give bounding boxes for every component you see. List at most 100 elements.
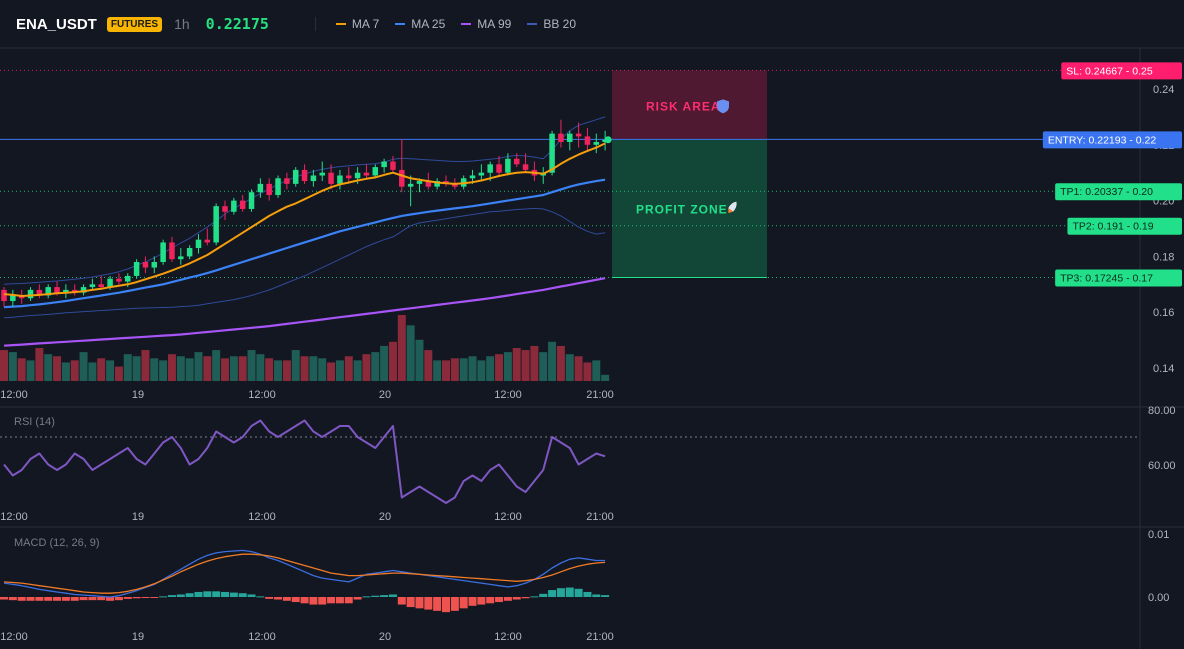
level-tp2[interactable]: TP2: 0.191 - 0.19 xyxy=(0,217,1182,235)
level-sl[interactable]: SL: 0.24667 - 0.25 xyxy=(0,62,1182,80)
legend-ma99-label: MA 99 xyxy=(477,17,512,31)
level-tp3[interactable]: TP3: 0.17245 - 0.17 xyxy=(0,269,1182,287)
volume-bar xyxy=(495,354,504,381)
candle-body xyxy=(1,289,7,302)
candle-body xyxy=(407,183,414,187)
time-axis: 12:00 19 12:00 20 12:00 21:00 xyxy=(0,389,614,401)
sl-tag[interactable] xyxy=(1061,62,1182,80)
price-tick-label: 0.18 xyxy=(1153,251,1174,263)
rsi-pane: RSI (14) 80.00 60.00 xyxy=(0,405,1176,472)
macd-histogram-bar xyxy=(601,595,610,597)
ma25-line xyxy=(3,178,606,309)
macd-time-axis: 12:00 19 12:00 20 12:00 21:00 xyxy=(0,631,614,643)
tp1-tag[interactable] xyxy=(1055,183,1182,201)
last-price-marker xyxy=(604,136,612,144)
candle xyxy=(169,236,175,262)
candle xyxy=(257,178,264,198)
volume-bar xyxy=(371,352,380,381)
risk-area-box xyxy=(612,70,767,140)
candle xyxy=(204,228,211,246)
volume-bar xyxy=(601,374,610,381)
bb-swatch xyxy=(527,23,538,25)
candle-body xyxy=(27,289,34,299)
entry-tag[interactable] xyxy=(1042,131,1182,149)
tp2-tag[interactable] xyxy=(1067,217,1182,235)
macd-histogram-bar xyxy=(309,597,318,605)
legend-bb20-label: BB 20 xyxy=(543,17,577,31)
candle xyxy=(513,153,520,168)
level-tp1[interactable]: TP1: 0.20337 - 0.20 xyxy=(0,183,1182,201)
volume-bar xyxy=(556,345,565,381)
macd-histogram-bar xyxy=(150,597,159,598)
macd-histogram-bar xyxy=(176,594,185,597)
legend-ma7-label: MA 7 xyxy=(351,17,380,31)
macd-histogram-bar xyxy=(583,591,592,597)
candle xyxy=(319,161,325,182)
macd-signal-line xyxy=(3,553,606,594)
macd-histogram-bar xyxy=(141,597,150,598)
candle-body xyxy=(239,200,246,209)
candle xyxy=(27,287,34,302)
tp3-tag[interactable] xyxy=(1055,269,1182,287)
candle xyxy=(71,284,78,296)
legend-ma99[interactable]: MA 99 xyxy=(461,17,511,31)
candle-body xyxy=(248,192,255,209)
volume-bar xyxy=(88,362,97,381)
macd-histogram-bar xyxy=(8,597,17,601)
candle xyxy=(195,234,202,254)
ma25-swatch xyxy=(395,23,406,25)
tp2-tag-label: TP2: 0.191 - 0.19 xyxy=(1072,221,1153,233)
candle-body xyxy=(575,133,582,137)
volume-bar xyxy=(8,352,17,381)
macd-histogram-bar xyxy=(0,597,8,600)
candle xyxy=(151,256,158,274)
candle-body xyxy=(204,239,211,243)
legend-ma25-label: MA 25 xyxy=(411,17,446,31)
symbol-title[interactable]: ENA_USDT xyxy=(16,15,97,33)
level-entry[interactable]: ENTRY: 0.22193 - 0.22 xyxy=(0,131,1182,149)
bb-lower-line xyxy=(3,207,606,319)
legend-ma7[interactable]: MA 7 xyxy=(335,17,380,31)
macd-histogram-bar xyxy=(433,597,442,611)
entry-tag-label: ENTRY: 0.22193 - 0.22 xyxy=(1048,134,1157,146)
candle-body xyxy=(496,164,502,173)
macd-histogram-bar xyxy=(530,596,539,598)
candle-body xyxy=(372,167,379,176)
macd-histogram-bar xyxy=(53,597,62,601)
macd-histogram-bar xyxy=(106,597,115,601)
macd-histogram-bar xyxy=(291,597,300,603)
candle-body xyxy=(487,164,493,173)
timeframe-label[interactable]: 1h xyxy=(174,16,190,32)
candle xyxy=(292,167,299,187)
macd-histogram-bar xyxy=(159,596,168,598)
volume-bar xyxy=(185,358,194,381)
candle-body xyxy=(522,164,529,170)
macd-histogram-bar xyxy=(256,596,265,598)
candle-body xyxy=(231,200,237,212)
volume-bar xyxy=(0,350,8,381)
volume-bar xyxy=(565,354,574,381)
macd-histogram-bar xyxy=(221,591,229,597)
candle-body xyxy=(346,175,352,179)
volume-bar xyxy=(238,356,247,381)
candle-body xyxy=(36,289,43,296)
legend-bb20[interactable]: BB 20 xyxy=(527,17,576,31)
candle-body xyxy=(354,172,361,179)
candle xyxy=(558,119,564,148)
candle-body xyxy=(63,289,69,293)
macd-histogram-bar xyxy=(521,597,530,599)
macd-histogram-bar xyxy=(203,591,212,597)
legend-ma25[interactable]: MA 25 xyxy=(395,17,445,31)
volume-bar xyxy=(150,358,159,381)
volume-bar xyxy=(79,352,88,381)
volume-bar xyxy=(309,356,318,381)
candle xyxy=(390,155,396,173)
volume-bar xyxy=(265,358,274,381)
risk-area: RISK AREA xyxy=(612,70,767,140)
macd-histogram-bar xyxy=(565,587,574,597)
volume-bar xyxy=(61,362,70,381)
candle xyxy=(407,175,414,207)
volume-bar xyxy=(468,356,477,381)
volume-bar xyxy=(274,360,283,381)
